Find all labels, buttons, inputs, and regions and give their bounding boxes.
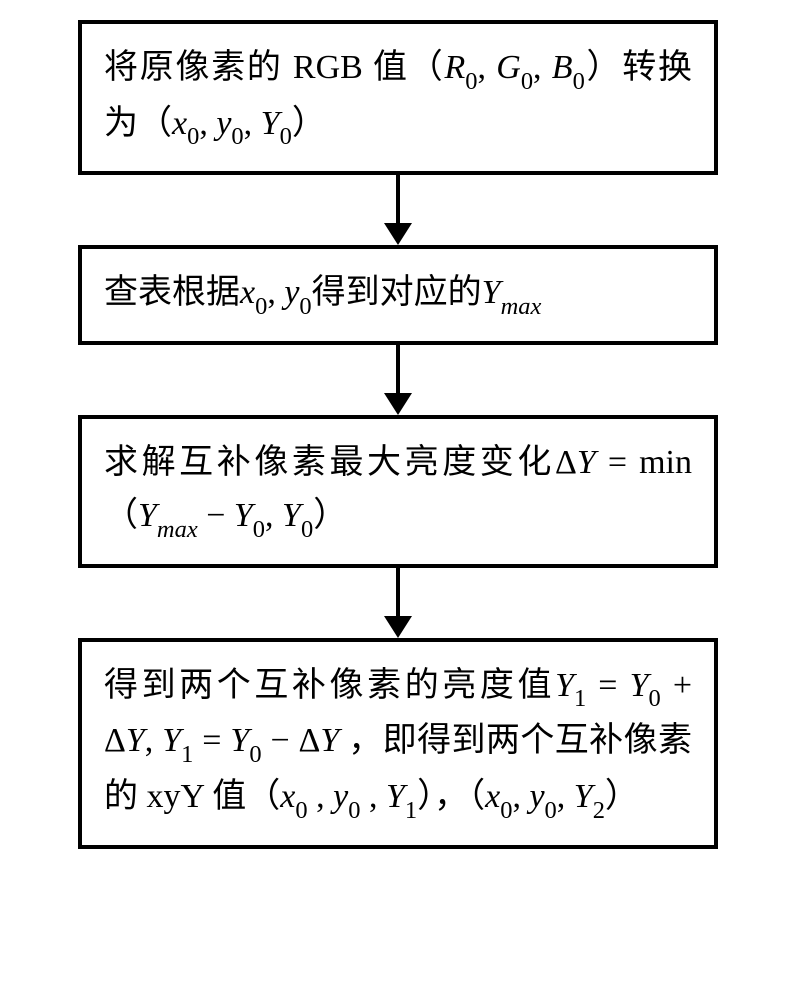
flowchart-node-1: 将原像素的 RGB 值（R0, G0, B0）转换为（x0, y0, Y0） <box>78 20 718 175</box>
node-text: 求解互补像素最大亮度变化Δ <box>104 444 577 481</box>
node-text: 将原像素的 RGB 值（ <box>104 49 445 86</box>
flowchart-arrow-3 <box>384 568 412 638</box>
node-text: ），（ <box>417 778 485 815</box>
node-text: , <box>478 49 497 86</box>
subscript-text: 0 <box>545 797 557 824</box>
node-text: , <box>308 778 334 815</box>
flowchart-node-2: 查表根据x0, y0得到对应的Ymax <box>78 245 718 345</box>
math-variable: y <box>333 778 348 815</box>
subscript-text: max <box>501 293 542 320</box>
subscript-text: 0 <box>249 741 261 768</box>
subscript-text: 0 <box>301 516 313 543</box>
subscript-text: 0 <box>521 68 533 95</box>
subscript-text: 0 <box>187 123 199 150</box>
node-text: , <box>557 778 574 815</box>
flowchart-container: 将原像素的 RGB 值（R0, G0, B0）转换为（x0, y0, Y0） 查… <box>70 20 726 849</box>
node-text: ） <box>313 497 347 534</box>
math-variable: x <box>485 778 500 815</box>
math-variable: Y <box>555 667 574 704</box>
math-variable: Y <box>234 497 253 534</box>
node-text: , <box>267 274 284 311</box>
math-variable: Y <box>577 444 596 481</box>
math-variable: y <box>529 778 544 815</box>
node-text: , <box>360 778 386 815</box>
math-variable: Y <box>482 274 501 311</box>
node-text: − <box>198 497 234 534</box>
math-variable: Y <box>630 667 649 704</box>
node-text: 得到两个互补像素的亮度值 <box>104 667 555 704</box>
arrow-shaft <box>396 568 400 616</box>
subscript-text: 0 <box>649 685 661 712</box>
subscript-text: max <box>157 516 198 543</box>
subscript-text: 1 <box>181 741 193 768</box>
flowchart-arrow-1 <box>384 175 412 245</box>
node-text: ） <box>605 778 639 815</box>
subscript-text: 0 <box>255 293 267 320</box>
arrow-head-icon <box>384 393 412 415</box>
node-text: = <box>193 722 230 759</box>
node-text: , <box>512 778 529 815</box>
math-variable: Y <box>126 722 145 759</box>
math-variable: Y <box>138 497 157 534</box>
subscript-text: 0 <box>500 797 512 824</box>
subscript-text: 2 <box>593 797 605 824</box>
flowchart-arrow-2 <box>384 345 412 415</box>
subscript-text: 0 <box>465 68 477 95</box>
math-variable: Y <box>282 497 301 534</box>
math-variable: x <box>240 274 255 311</box>
math-variable: y <box>216 105 231 142</box>
node-text: , <box>533 49 552 86</box>
node-text: , <box>265 497 282 534</box>
subscript-text: 0 <box>348 797 360 824</box>
node-text: 得到对应的 <box>312 274 482 311</box>
subscript-text: 1 <box>405 797 417 824</box>
node-text: , <box>199 105 216 142</box>
math-variable: x <box>280 778 295 815</box>
arrow-shaft <box>396 175 400 223</box>
node-text: = <box>586 667 629 704</box>
math-variable: B <box>552 49 573 86</box>
arrow-head-icon <box>384 223 412 245</box>
subscript-text: 0 <box>280 123 292 150</box>
math-variable: x <box>172 105 187 142</box>
flowchart-node-3: 求解互补像素最大亮度变化ΔY = min（Ymax − Y0, Y0） <box>78 415 718 567</box>
math-variable: R <box>445 49 466 86</box>
node-text: 查表根据 <box>104 274 240 311</box>
node-text: ） <box>292 105 326 142</box>
node-text: , <box>145 722 162 759</box>
math-variable: Y <box>386 778 405 815</box>
math-variable: Y <box>162 722 181 759</box>
math-variable: Y <box>574 778 593 815</box>
node-text: − Δ <box>262 722 321 759</box>
math-variable: Y <box>261 105 280 142</box>
subscript-text: 0 <box>231 123 243 150</box>
subscript-text: 0 <box>299 293 311 320</box>
subscript-text: 0 <box>295 797 307 824</box>
math-variable: y <box>284 274 299 311</box>
subscript-text: 1 <box>574 685 586 712</box>
subscript-text: 0 <box>253 516 265 543</box>
math-variable: G <box>496 49 521 86</box>
node-text: , <box>244 105 261 142</box>
subscript-text: 0 <box>573 68 585 95</box>
math-variable: Y <box>230 722 249 759</box>
math-variable: Y <box>320 722 339 759</box>
arrow-shaft <box>396 345 400 393</box>
flowchart-node-4: 得到两个互补像素的亮度值Y1 = Y0 + ΔY, Y1 = Y0 − ΔY ，… <box>78 638 718 849</box>
arrow-head-icon <box>384 616 412 638</box>
